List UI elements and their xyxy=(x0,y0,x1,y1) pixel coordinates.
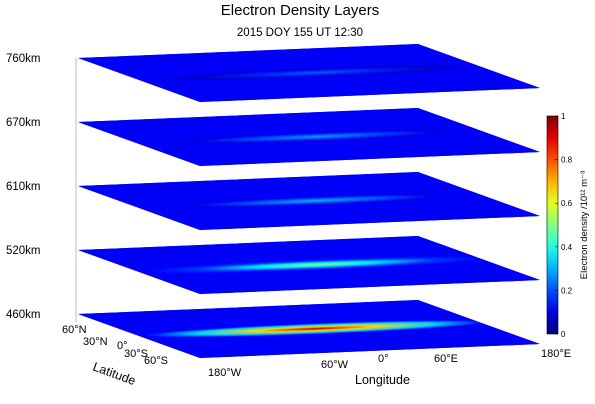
colorbar-tick-label: 0.6 xyxy=(561,199,573,208)
colorbar-ticks: 0 0.2 0.4 0.6 0.8 1 xyxy=(555,112,573,339)
altitude-tick-label: 670km xyxy=(6,117,41,129)
altitude-tick-label: 760km xyxy=(6,53,41,65)
lon-tick-label: 60°E xyxy=(434,353,458,365)
colorbar-tick-label: 0 xyxy=(561,330,566,339)
density-layer-460km xyxy=(78,300,540,358)
density-layer-520km xyxy=(78,236,540,294)
altitude-tick-label: 460km xyxy=(6,309,41,321)
density-layers xyxy=(78,44,540,358)
lat-tick-label: 0° xyxy=(117,340,128,352)
lat-tick-label: 60°S xyxy=(144,355,168,367)
lat-tick-label: 60°N xyxy=(62,324,87,336)
lon-tick-label: 180°W xyxy=(208,367,242,379)
colorbar: 0 0.2 0.4 0.6 0.8 1 Electron density /10¹² m⁻… xyxy=(546,112,590,339)
lat-tick-label: 30°N xyxy=(83,336,108,348)
density-layer-610km xyxy=(78,172,540,230)
lon-tick-label: 0° xyxy=(378,353,389,365)
y-axis-label: Latitude xyxy=(91,360,138,388)
layer-density-band xyxy=(78,300,540,358)
layer-density-band xyxy=(78,108,540,166)
lon-tick-label: 60°W xyxy=(321,359,349,371)
chart-title: Electron Density Layers xyxy=(221,2,379,19)
density-layer-760km xyxy=(78,44,540,102)
colorbar-tick-label: 1 xyxy=(561,112,566,121)
x-axis-label: Longitude xyxy=(355,373,410,387)
colorbar-label: Electron density /10¹² m⁻³ xyxy=(579,171,590,280)
colorbar-tick-label: 0.4 xyxy=(561,243,573,252)
lon-tick-label: 180°E xyxy=(541,348,571,360)
latitude-ticks: 60°N 30°N 0° 30°S 60°S xyxy=(62,324,168,367)
lat-tick-label: 30°S xyxy=(124,348,148,360)
colorbar-tick-label: 0.8 xyxy=(561,156,573,165)
chart-subtitle: 2015 DOY 155 UT 12:30 xyxy=(237,27,363,39)
colorbar-gradient xyxy=(546,115,559,335)
layer-density-band xyxy=(78,44,540,102)
longitude-ticks: 180°W 60°W 0° 60°E 180°E xyxy=(208,348,571,379)
colorbar-tick-label: 0.2 xyxy=(561,286,573,295)
altitude-tick-labels: 460km 520km 610km 670km 760km xyxy=(6,53,41,321)
density-layer-670km xyxy=(78,108,540,166)
layer-density-band xyxy=(78,236,540,294)
altitude-tick-label: 610km xyxy=(6,181,41,193)
altitude-tick-label: 520km xyxy=(6,245,41,257)
layer-density-band xyxy=(78,172,540,230)
